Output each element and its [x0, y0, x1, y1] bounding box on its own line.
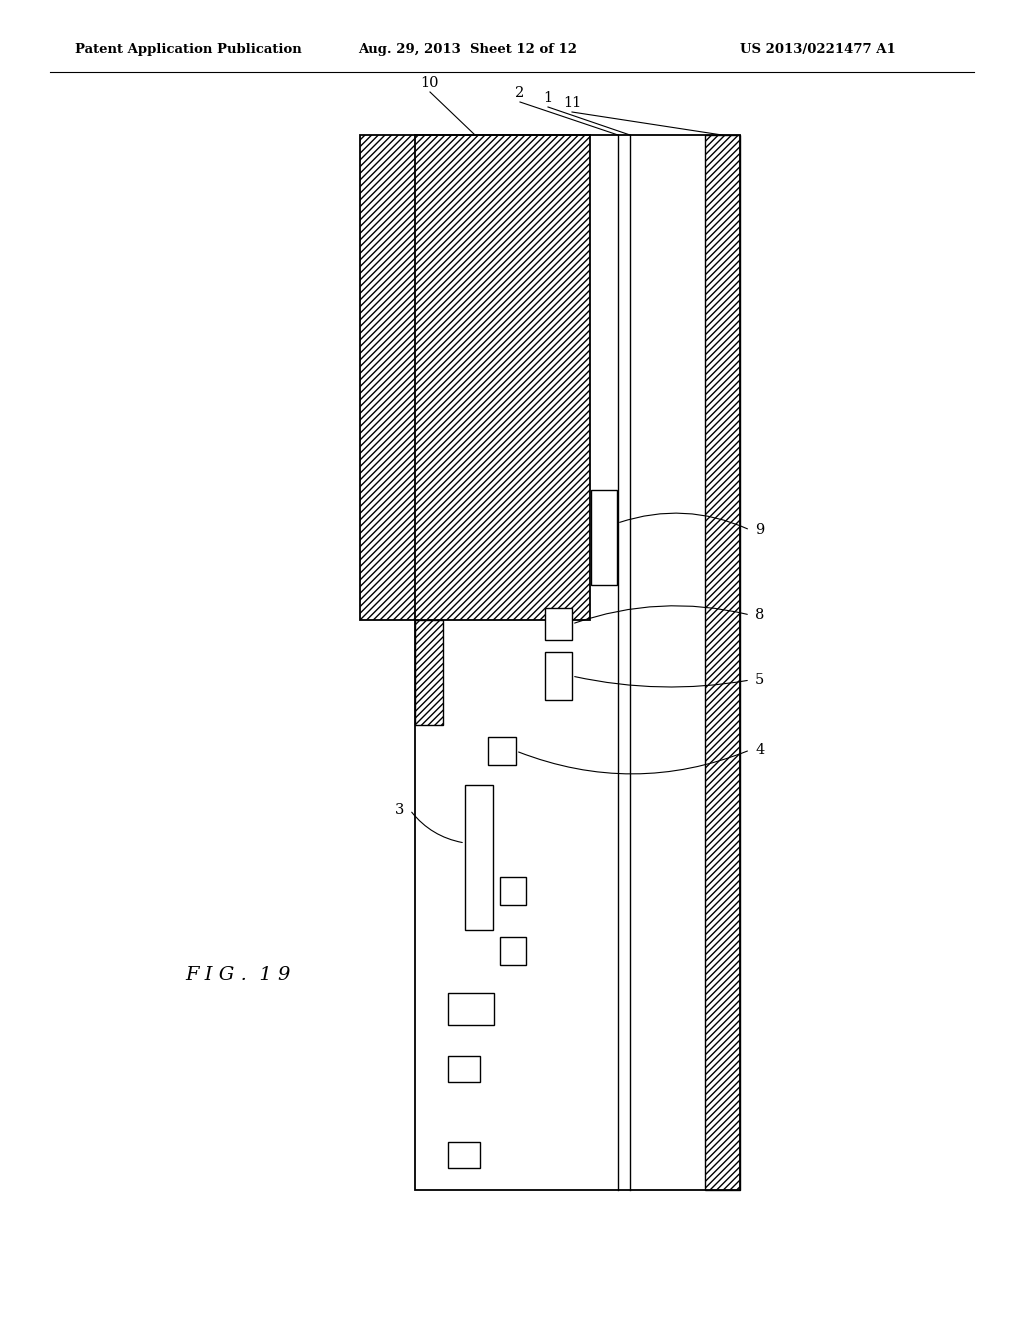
- Bar: [449, 1142, 480, 1168]
- Bar: [415, 620, 443, 725]
- Text: 1: 1: [544, 91, 553, 106]
- Text: 10: 10: [421, 77, 439, 90]
- Text: Aug. 29, 2013  Sheet 12 of 12: Aug. 29, 2013 Sheet 12 of 12: [358, 44, 577, 57]
- Text: 5: 5: [755, 673, 764, 686]
- Bar: [449, 1056, 480, 1082]
- Text: 8: 8: [755, 609, 764, 622]
- Bar: [465, 785, 493, 931]
- Text: 11: 11: [563, 96, 582, 110]
- Text: Patent Application Publication: Patent Application Publication: [75, 44, 302, 57]
- Bar: [500, 876, 526, 906]
- Bar: [591, 490, 617, 585]
- Bar: [500, 937, 526, 965]
- Bar: [545, 652, 572, 700]
- Bar: [488, 737, 516, 766]
- Bar: [360, 135, 590, 620]
- Text: US 2013/0221477 A1: US 2013/0221477 A1: [740, 44, 896, 57]
- Text: F I G .  1 9: F I G . 1 9: [185, 966, 291, 983]
- Text: 2: 2: [515, 86, 524, 100]
- Bar: [415, 135, 740, 1191]
- Bar: [705, 135, 740, 1191]
- Bar: [449, 993, 494, 1026]
- Bar: [545, 609, 572, 640]
- Text: 9: 9: [755, 523, 764, 537]
- Text: 4: 4: [755, 743, 764, 756]
- Text: 3: 3: [395, 803, 404, 817]
